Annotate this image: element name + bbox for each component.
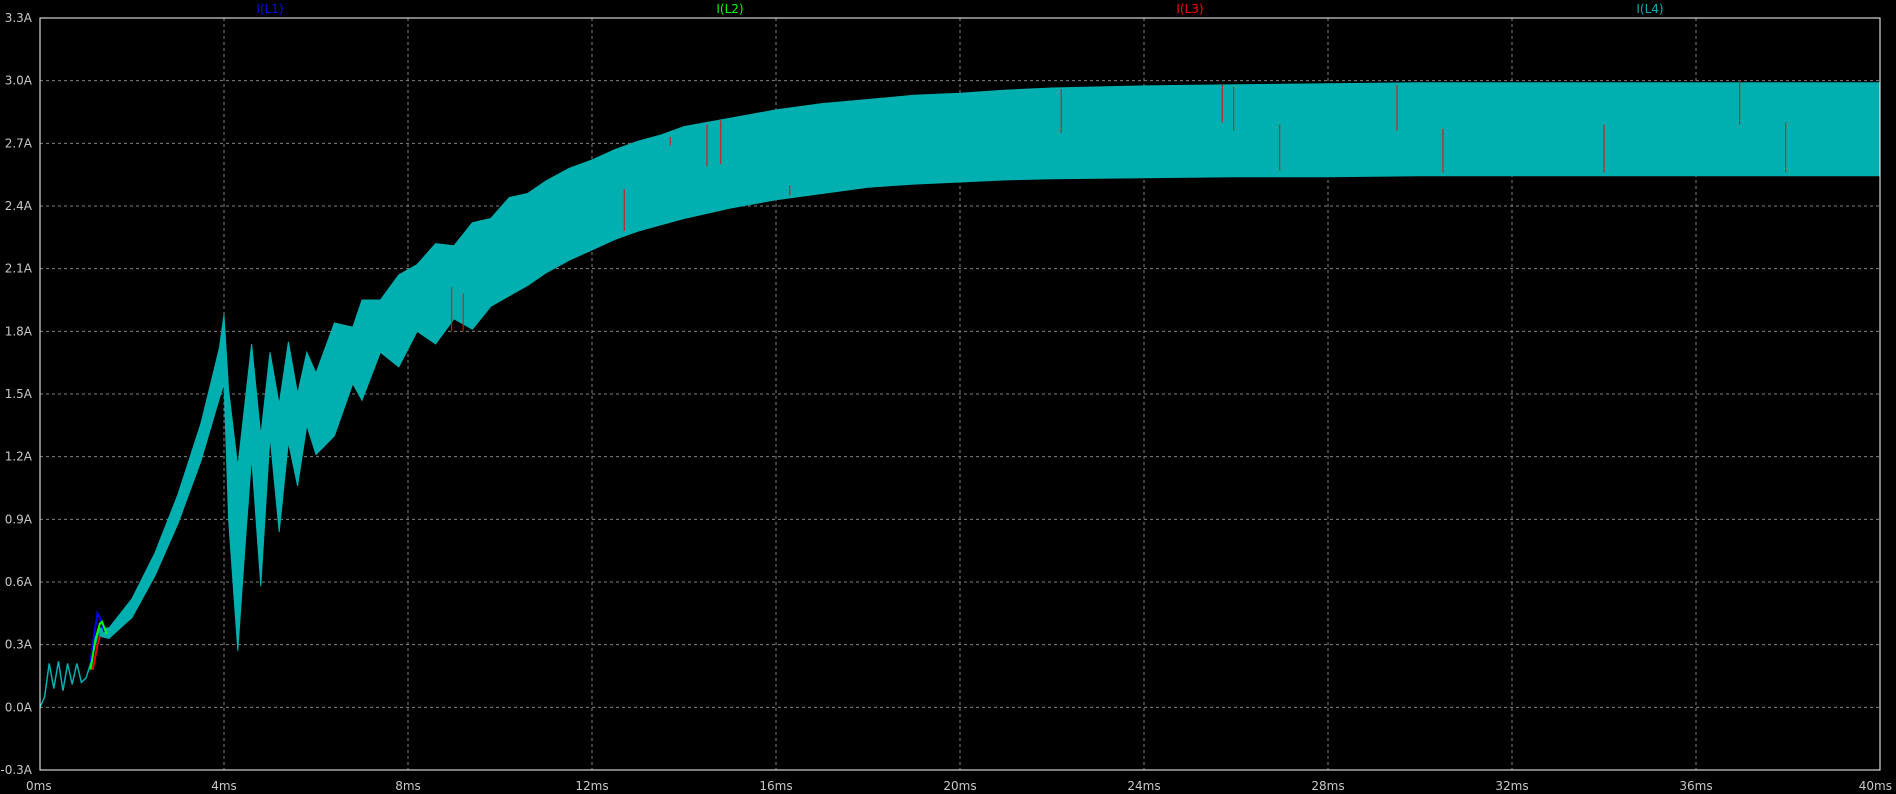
x-tick-label: 28ms [1311,779,1344,793]
y-tick-label: 1.2A [5,450,33,464]
x-tick-label: 8ms [395,779,421,793]
y-tick-label: 0.6A [5,575,33,589]
series-i-l4-band [99,82,1881,651]
x-tick-label: 4ms [211,779,237,793]
traces [39,80,1881,708]
series-i-l3-line [91,636,101,670]
y-tick-label: 2.4A [5,199,33,213]
legend-item-il4[interactable]: I(L4) [1636,2,1663,16]
y-tick-label: 2.7A [5,136,33,150]
y-tick-label: 0.9A [5,512,33,526]
y-tick-label: 1.5A [5,387,33,401]
legend-item-il1[interactable]: I(L1) [256,2,283,16]
x-tick-label: 20ms [943,779,976,793]
series-i-l4-startup [39,627,101,708]
legend-item-il2[interactable]: I(L2) [716,2,743,16]
y-tick-label: 3.0A [5,74,33,88]
x-axis-tick-labels: 0ms 4ms 8ms 12ms 16ms 20ms 24ms 28ms 32ms 36ms 40m… [26,779,1892,793]
grid [40,18,1880,770]
x-tick-label: 32ms [1495,779,1528,793]
series-i-l2-line [89,619,108,670]
x-tick-label: 24ms [1127,779,1160,793]
x-tick-label: 36ms [1679,779,1712,793]
y-tick-label: 0.3A [5,638,33,652]
x-tick-label: 12ms [575,779,608,793]
x-tick-label: 0ms [26,779,52,793]
legend: I(L1) I(L2) I(L3) I(L4) [256,2,1663,16]
y-tick-label: 0.0A [5,700,33,714]
y-tick-label: 1.8A [5,324,33,338]
x-tick-label: 40ms [1859,779,1892,793]
y-tick-label: -0.3A [0,763,32,777]
y-tick-label: 3.3A [5,11,33,25]
plot-frame [39,17,1881,771]
y-axis-tick-labels: -0.3A 0.0A 0.3A 0.6A 0.9A 1.2A 1.5A 1.8A 2.1A 2.4… [0,11,32,777]
legend-item-il3[interactable]: I(L3) [1176,2,1203,16]
x-tick-label: 16ms [759,779,792,793]
y-tick-label: 2.1A [5,262,33,276]
